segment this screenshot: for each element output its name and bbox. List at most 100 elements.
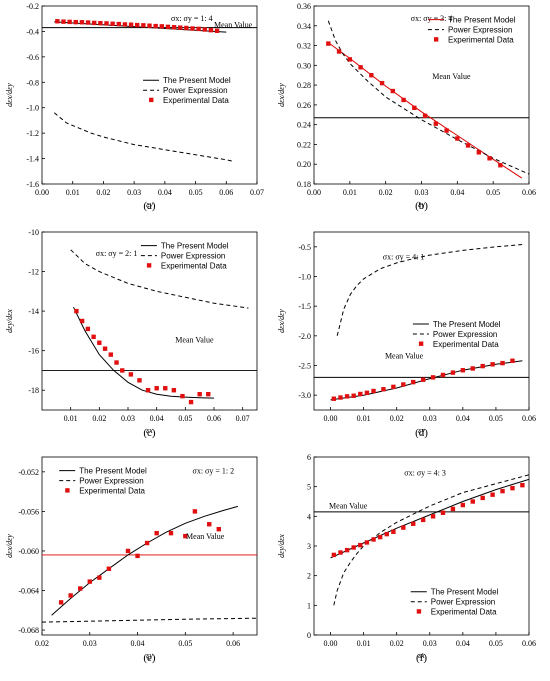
legend-swatch-experimental [418, 341, 424, 346]
legend-entry: The Present Model [431, 588, 499, 597]
y-tick-label: -1.4 [26, 155, 39, 164]
experimental-data-point [401, 525, 406, 530]
plot-frame [313, 456, 530, 636]
experimental-data-point [168, 530, 174, 536]
x-tick-label: 0.03 [121, 414, 135, 423]
experimental-data-point [154, 530, 159, 536]
legend-entry: The Present Model [161, 242, 229, 251]
plot-frame [313, 231, 530, 411]
y-axis-label: dεx/dεy [277, 309, 286, 333]
experimental-data-point [125, 548, 131, 554]
y-tick-label: -0.068 [18, 626, 39, 635]
y-tick-label: -1.0 [298, 273, 311, 282]
experimental-data-point [381, 387, 386, 392]
experimental-data-point [144, 540, 150, 546]
y-tick-label: -0.056 [18, 507, 39, 516]
experimental-data-point [216, 526, 221, 532]
legend-entry: Experimental Data [79, 487, 145, 496]
experimental-data-point [401, 382, 406, 387]
power-expression-line [333, 474, 529, 606]
experimental-data-point [58, 600, 64, 605]
experimental-data-point [430, 514, 436, 519]
plot-frame [41, 5, 258, 185]
experimental-data-point [390, 88, 396, 94]
y-tick-label: -1.2 [26, 129, 39, 138]
experimental-data-point [183, 533, 188, 539]
x-tick-label: 0.05 [489, 414, 503, 423]
experimental-data-point [206, 391, 211, 397]
x-tick-label: 0.02 [379, 188, 393, 197]
y-tick-label: -1.5 [298, 302, 311, 311]
experimental-data-point [171, 25, 177, 30]
experimental-data-point [91, 334, 96, 340]
x-tick-label: 0.07 [250, 188, 264, 197]
experimental-data-point [116, 21, 121, 27]
experimental-data-point [401, 97, 406, 103]
power-expression-line [53, 112, 233, 162]
y-axis-label: dεx/dεy [5, 83, 14, 107]
y-tick-label: 0.24 [297, 121, 311, 130]
x-tick-label: 0.01 [66, 188, 80, 197]
experimental-data-point [344, 547, 350, 553]
x-tick-label: 0.03 [423, 639, 437, 648]
experimental-data-point [184, 25, 189, 31]
experimental-data-point [92, 20, 97, 26]
x-tick-label: 0.02 [390, 639, 404, 648]
experimental-data-point [411, 521, 416, 526]
experimental-data-point [120, 368, 125, 373]
legend-entry: Experimental Data [448, 36, 514, 45]
experimental-data-point [73, 19, 78, 25]
experimental-data-point [122, 22, 128, 27]
x-tick-label: 0.01 [343, 188, 357, 197]
experimental-data-point [450, 370, 456, 375]
experimental-data-point [490, 362, 495, 367]
experimental-data-point [192, 509, 198, 514]
x-tick-label: 0.02 [390, 414, 404, 423]
experimental-data-point [214, 28, 220, 33]
experimental-data-point [377, 534, 383, 540]
experimental-data-point [85, 326, 91, 332]
legend-entry: Power Expression [431, 598, 495, 607]
experimental-data-point [110, 21, 115, 26]
experimental-data-point [391, 529, 396, 534]
x-tick-label: 0.02 [35, 639, 49, 648]
legend-swatch-experimental [433, 37, 439, 42]
experimental-data-point [55, 19, 60, 24]
power-expression-line [42, 617, 257, 623]
x-tick-label: 0.02 [92, 414, 106, 423]
experimental-data-point [358, 65, 363, 70]
y-tick-label: 0.26 [297, 101, 311, 110]
x-axis-label: εy [146, 200, 153, 209]
experimental-data-point [411, 379, 416, 385]
y-tick-label: -2.0 [298, 332, 311, 341]
x-tick-label: 0.04 [456, 639, 470, 648]
experimental-data-point [102, 346, 108, 351]
experimental-data-point [202, 27, 207, 32]
x-tick-label: 0.03 [127, 188, 141, 197]
experimental-data-point [331, 396, 337, 401]
experimental-data-point [128, 372, 134, 377]
plot-area [42, 19, 257, 162]
y-axis-label: dεx/dεy [277, 83, 286, 107]
experimental-data-point [500, 360, 505, 366]
legend-entry: Power Expression [79, 477, 143, 486]
experimental-data-point [79, 318, 85, 324]
x-axis-label: εx [146, 426, 153, 435]
experimental-data-point [68, 593, 73, 598]
experimental-data-point [476, 150, 482, 155]
experimental-data-point [351, 545, 356, 550]
plot-area [314, 20, 529, 179]
experimental-data-point [440, 510, 446, 515]
y-tick-label: 6 [307, 453, 311, 462]
experimental-data-point [78, 586, 83, 591]
experimental-data-point [460, 368, 466, 373]
experimental-data-point [331, 552, 337, 558]
y-tick-label: 3 [307, 542, 311, 551]
y-tick-label: -0.052 [18, 468, 39, 477]
experimental-data-point [180, 393, 185, 399]
x-axis-label: εx [418, 651, 425, 660]
x-tick-label: 0.04 [150, 414, 164, 423]
x-axis-label: εy [418, 426, 425, 435]
chart-panel: 0.00 0.01 0.02 0.03 0.04 0.05 0.06 0.07 -0.2 -0.4… [5, 2, 264, 212]
